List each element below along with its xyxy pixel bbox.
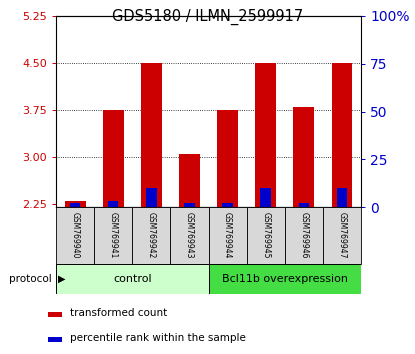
- Text: percentile rank within the sample: percentile rank within the sample: [70, 333, 246, 343]
- Text: GSM769941: GSM769941: [109, 212, 118, 259]
- Bar: [255, 63, 276, 207]
- Bar: [65, 201, 85, 207]
- Bar: [261, 188, 271, 207]
- Bar: [299, 203, 309, 207]
- Text: GSM769945: GSM769945: [261, 212, 270, 259]
- Text: ▶: ▶: [58, 274, 66, 284]
- Bar: [70, 203, 81, 207]
- Bar: [56, 264, 209, 294]
- Bar: [48, 312, 62, 317]
- Text: GDS5180 / ILMN_2599917: GDS5180 / ILMN_2599917: [112, 9, 303, 25]
- Bar: [285, 207, 323, 264]
- Text: GSM769943: GSM769943: [185, 212, 194, 259]
- Bar: [56, 207, 94, 264]
- Bar: [209, 207, 247, 264]
- Bar: [209, 264, 361, 294]
- Bar: [132, 207, 171, 264]
- Bar: [103, 110, 124, 207]
- Bar: [48, 337, 62, 342]
- Bar: [323, 207, 361, 264]
- Bar: [179, 154, 200, 207]
- Bar: [247, 207, 285, 264]
- Text: GSM769940: GSM769940: [71, 212, 80, 259]
- Bar: [171, 207, 209, 264]
- Bar: [146, 188, 156, 207]
- Text: Bcl11b overexpression: Bcl11b overexpression: [222, 274, 348, 284]
- Bar: [222, 203, 233, 207]
- Bar: [184, 203, 195, 207]
- Bar: [293, 107, 314, 207]
- Bar: [337, 188, 347, 207]
- Bar: [332, 63, 352, 207]
- Text: GSM769942: GSM769942: [147, 212, 156, 259]
- Bar: [141, 63, 162, 207]
- Text: GSM769946: GSM769946: [299, 212, 308, 259]
- Bar: [94, 207, 132, 264]
- Bar: [217, 110, 238, 207]
- Text: protocol: protocol: [9, 274, 52, 284]
- Text: GSM769947: GSM769947: [337, 212, 347, 259]
- Bar: [108, 201, 118, 207]
- Text: control: control: [113, 274, 151, 284]
- Text: GSM769944: GSM769944: [223, 212, 232, 259]
- Text: transformed count: transformed count: [70, 308, 167, 318]
